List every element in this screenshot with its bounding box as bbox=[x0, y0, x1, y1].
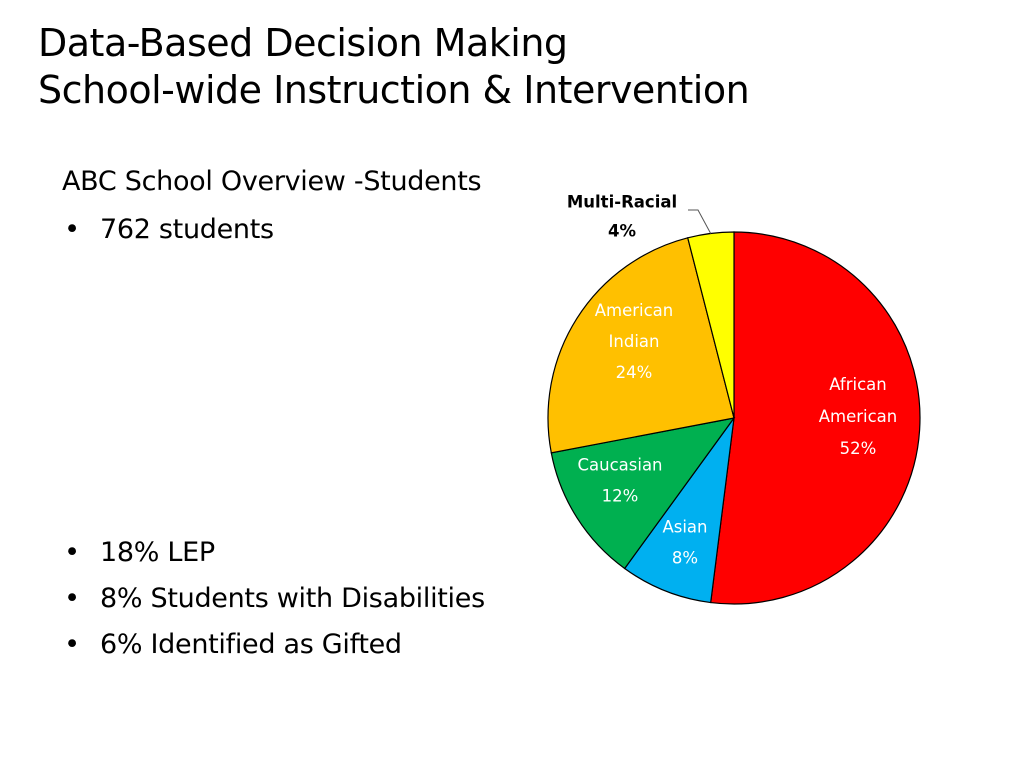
bullet-gifted: • 6% Identified as Gifted bbox=[62, 627, 485, 673]
pie-leader-line bbox=[688, 209, 712, 234]
bullet-text: 18% LEP bbox=[100, 537, 215, 568]
slide-title: Data-Based Decision Making School-wide I… bbox=[38, 20, 750, 114]
pie-label-multi-racial: Multi-Racial 4% bbox=[567, 193, 677, 241]
bottom-bullet-list: • 18% LEP • 8% Students with Disabilitie… bbox=[62, 535, 485, 673]
pie-category-label: American bbox=[595, 301, 674, 320]
pie-category-label: Asian bbox=[662, 518, 707, 537]
bullet-text: 6% Identified as Gifted bbox=[100, 629, 402, 660]
pie-category-label: Caucasian bbox=[577, 456, 662, 475]
pie-slice-asian bbox=[623, 417, 735, 604]
pie-category-label: Multi-Racial bbox=[567, 193, 677, 212]
pie-label-asian: Asian 8% bbox=[662, 518, 707, 568]
pie-label-african-american: African American 52% bbox=[819, 375, 898, 458]
pie-category-label: American bbox=[819, 407, 898, 426]
pie-value-label: 8% bbox=[672, 549, 698, 568]
slide-title-line-2: School-wide Instruction & Intervention bbox=[38, 68, 750, 112]
pie-value-label: 12% bbox=[602, 487, 639, 506]
bullet-student-count: • 762 students bbox=[62, 212, 274, 258]
pie-value-label: 24% bbox=[616, 363, 653, 382]
pie-label-caucasian: Caucasian 12% bbox=[577, 456, 662, 506]
pie-category-label: Indian bbox=[609, 332, 660, 351]
pie-slice-american-indian bbox=[547, 237, 735, 454]
top-bullet-list: • 762 students bbox=[62, 212, 274, 258]
pie-value-label: 4% bbox=[608, 222, 636, 241]
bullet-text: 8% Students with Disabilities bbox=[100, 583, 485, 614]
pie-slice-african-american bbox=[710, 231, 921, 605]
bullet-dot-icon: • bbox=[64, 583, 80, 614]
overview-heading: ABC School Overview -Students bbox=[62, 166, 482, 197]
bullet-text: 762 students bbox=[100, 214, 274, 245]
pie-category-label: African bbox=[829, 375, 887, 394]
bullet-dot-icon: • bbox=[64, 214, 80, 245]
pie-slices bbox=[547, 231, 921, 605]
pie-slice-multi-racial bbox=[687, 231, 735, 419]
bullet-disabilities: • 8% Students with Disabilities bbox=[62, 581, 485, 627]
pie-label-american-indian: American Indian 24% bbox=[595, 301, 674, 382]
pie-slice-caucasian bbox=[550, 417, 736, 570]
slide-title-line-1: Data-Based Decision Making bbox=[38, 21, 568, 65]
pie-labels: African American 52% Asian 8% Caucasian 12% Ame… bbox=[567, 193, 897, 568]
bullet-lep: • 18% LEP bbox=[62, 535, 485, 581]
bullet-dot-icon: • bbox=[64, 537, 80, 568]
pie-value-label: 52% bbox=[840, 439, 877, 458]
bullet-dot-icon: • bbox=[64, 629, 80, 660]
